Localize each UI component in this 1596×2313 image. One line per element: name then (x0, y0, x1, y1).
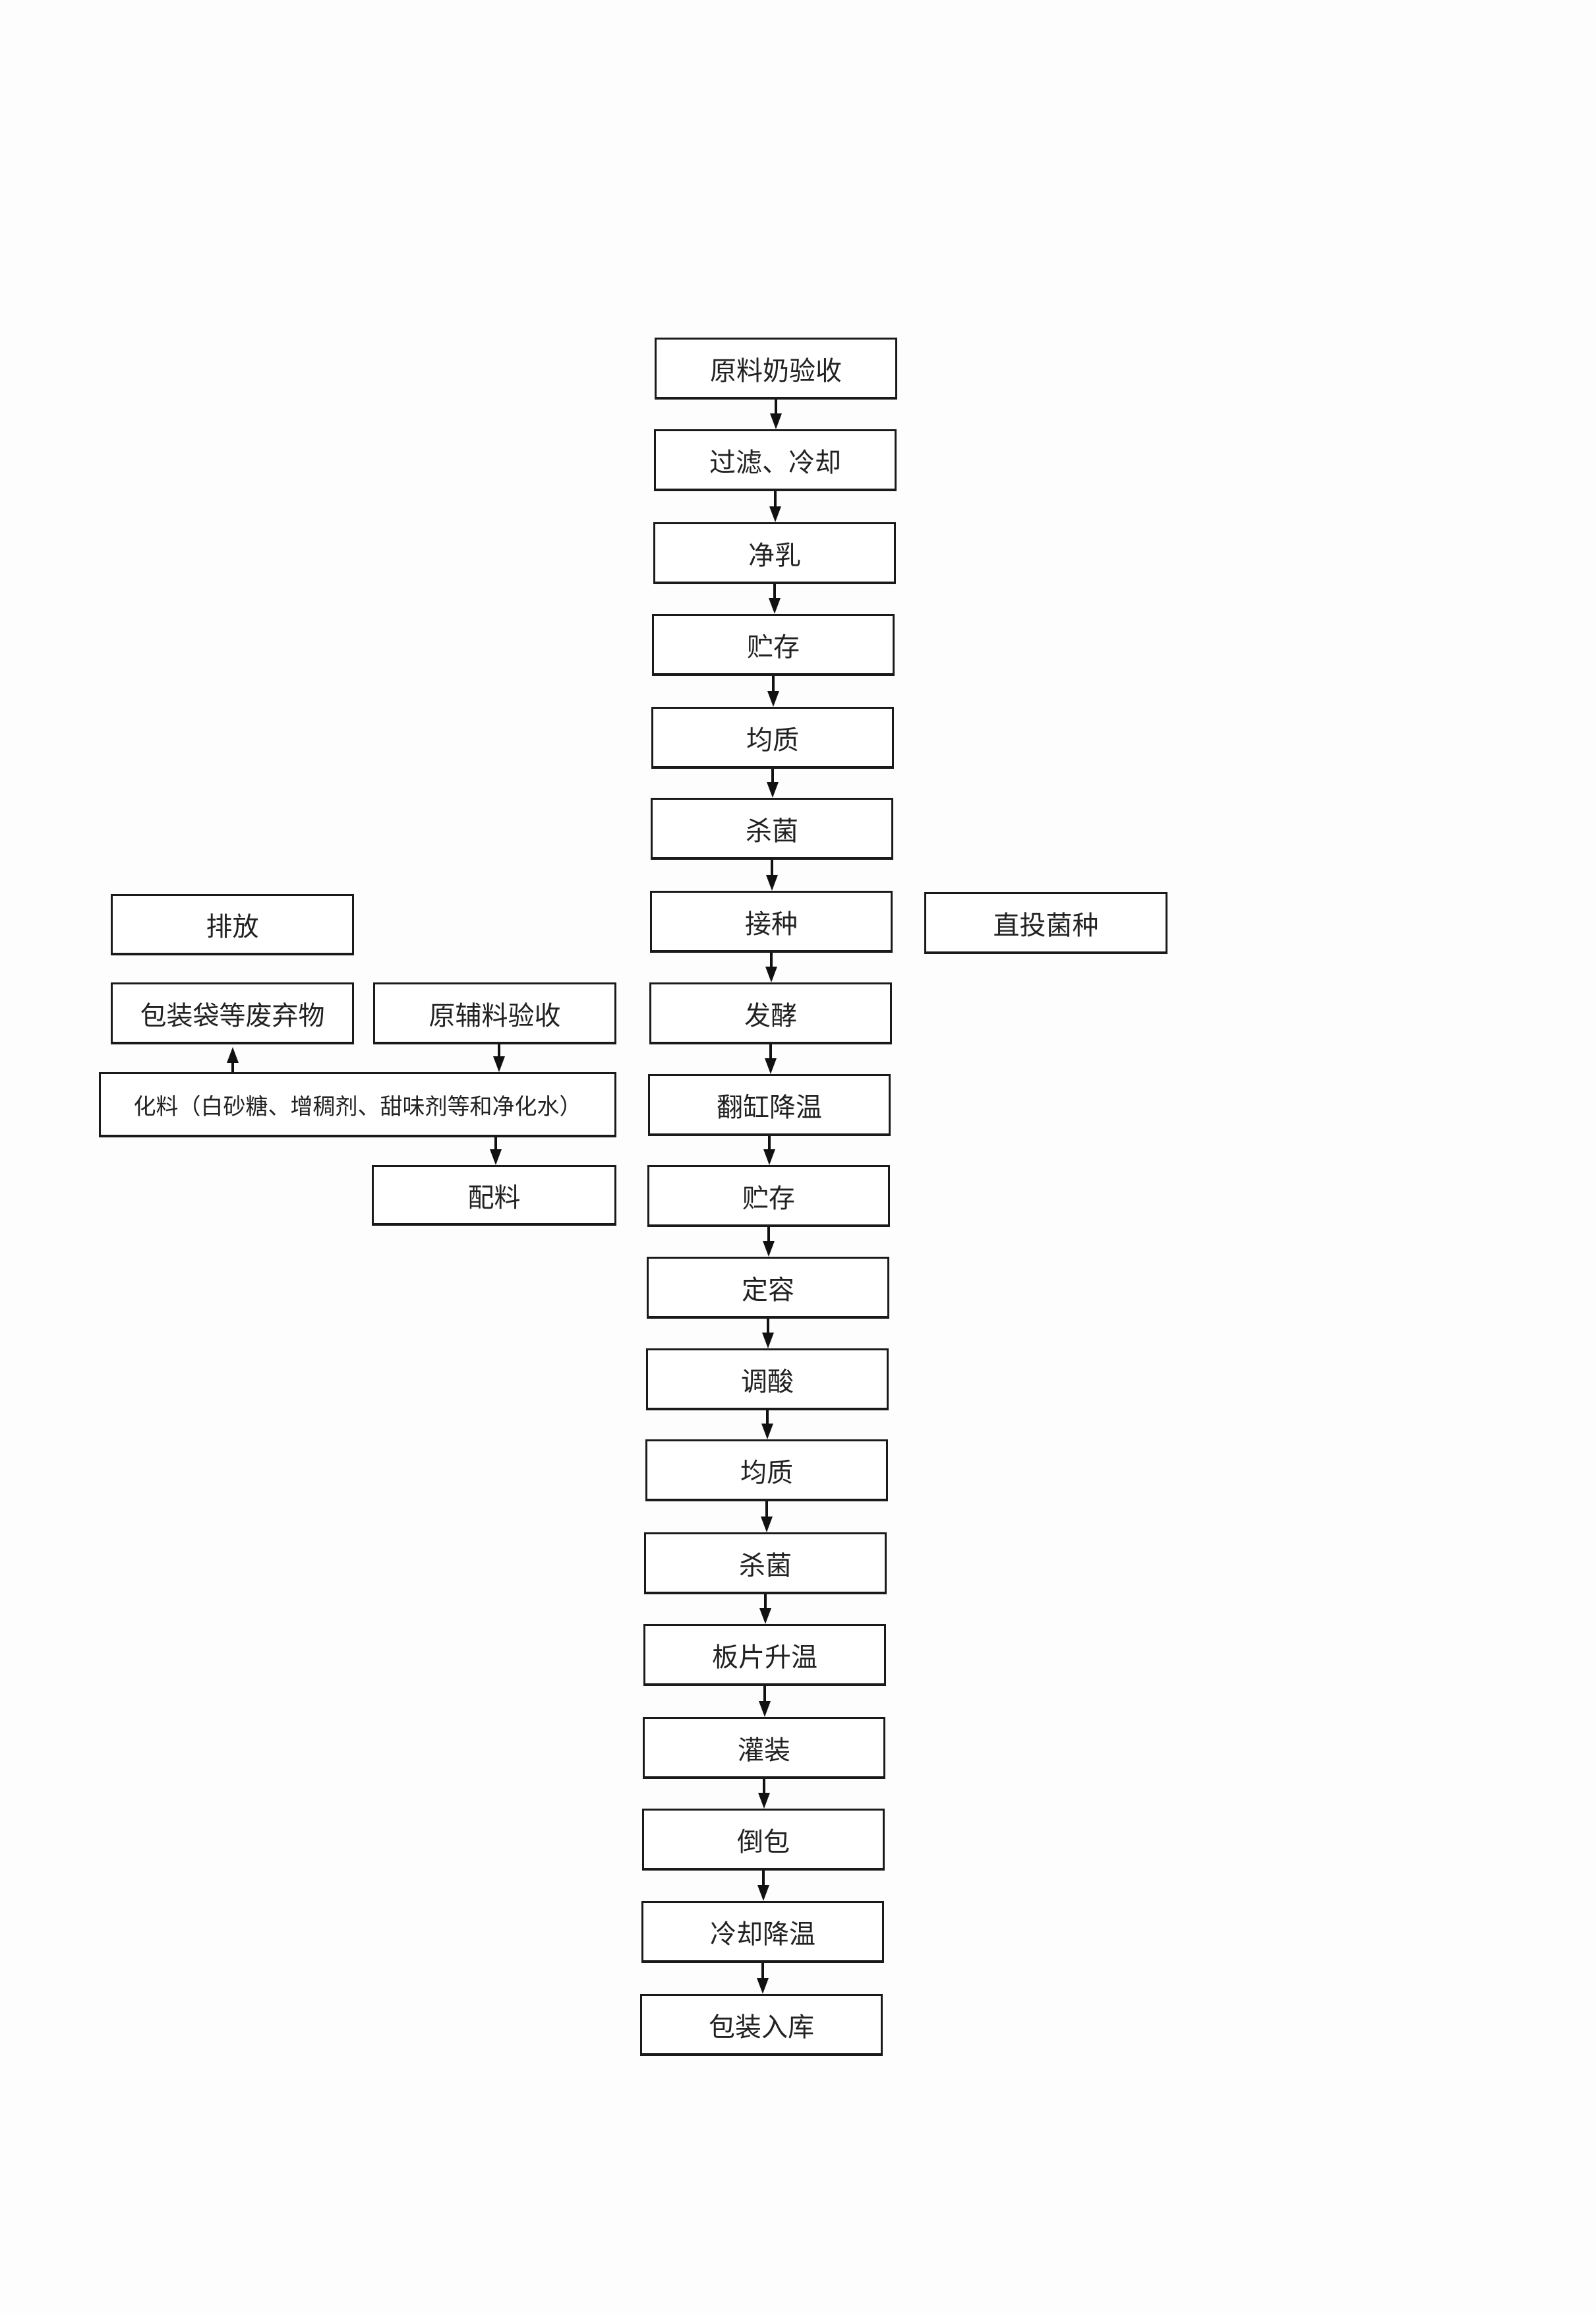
flow-step-box: 贮存 (652, 614, 895, 676)
box-label: 过滤、冷却 (709, 447, 841, 478)
flow-step-box: 板片升温 (643, 1624, 886, 1686)
flow-step-box: 接种 (650, 891, 893, 953)
box-label: 定容 (742, 1275, 794, 1306)
arrow-head (766, 875, 778, 891)
arrow-head (765, 967, 777, 982)
flow-step-box: 冷却降温 (641, 1901, 884, 1963)
box-label: 冷却降温 (710, 1919, 815, 1950)
flow-step-box: 原料奶验收 (655, 338, 897, 400)
arrow-head (769, 506, 781, 522)
box-label: 排放 (206, 912, 259, 942)
box-label: 原辅料验收 (429, 1000, 561, 1031)
box-label: 灌装 (738, 1735, 790, 1766)
arrow-head (763, 1149, 775, 1165)
arrow-head (761, 1517, 773, 1532)
packaging-waste-box: 包装袋等废弃物 (111, 982, 354, 1044)
arrow-head (759, 1608, 771, 1624)
flow-step-box: 倒包 (642, 1809, 885, 1871)
box-label: 调酸 (741, 1366, 794, 1397)
dissolving-box: 化料（白砂糖、增稠剂、甜味剂等和净化水） (99, 1072, 616, 1137)
box-label: 杀菌 (739, 1550, 792, 1581)
raw-aux-acceptance-box: 原辅料验收 (373, 982, 616, 1044)
arrow-head (770, 413, 782, 429)
flow-step-box: 过滤、冷却 (654, 429, 897, 491)
arrow-head (759, 1701, 771, 1717)
arrow-head (769, 598, 781, 614)
box-label: 包装袋等废弃物 (140, 1000, 325, 1031)
arrow-head (765, 1058, 777, 1074)
arrow-head (757, 1978, 769, 1994)
flow-step-box: 翻缸降温 (648, 1074, 891, 1136)
arrow-head (490, 1149, 502, 1165)
flow-step-box: 包装入库 (640, 1994, 883, 2056)
box-label: 均质 (740, 1457, 793, 1488)
flow-step-box: 定容 (647, 1257, 889, 1319)
box-label: 净乳 (748, 540, 801, 571)
direct-culture-box: 直投菌种 (924, 892, 1167, 954)
box-label: 翻缸降温 (717, 1092, 822, 1123)
arrow-head (758, 1793, 770, 1809)
box-label: 杀菌 (746, 816, 798, 847)
box-label: 板片升温 (712, 1642, 817, 1673)
arrow-head (763, 1241, 775, 1257)
box-label: 原料奶验收 (710, 355, 842, 386)
flow-step-box: 贮存 (647, 1165, 890, 1227)
arrow-head (767, 782, 779, 798)
box-label: 贮存 (747, 632, 800, 663)
arrow-head (761, 1424, 773, 1439)
box-label: 倒包 (737, 1826, 790, 1857)
box-label: 化料（白砂糖、增稠剂、甜味剂等和净化水） (133, 1093, 582, 1120)
box-label: 直投菌种 (993, 910, 1099, 941)
arrow-head (757, 1885, 769, 1901)
arrow-head (762, 1333, 774, 1348)
arrow-head (767, 691, 779, 707)
box-label: 配料 (467, 1182, 521, 1213)
box-label: 均质 (746, 725, 799, 756)
flow-step-box: 均质 (651, 707, 894, 769)
box-label: 发酵 (744, 1000, 797, 1031)
arrow-head (227, 1047, 239, 1063)
arrow-head (493, 1056, 505, 1072)
flow-step-box: 净乳 (653, 522, 896, 584)
flow-step-box: 调酸 (646, 1348, 889, 1410)
batching-box: 配料 (372, 1165, 616, 1226)
box-label: 贮存 (742, 1183, 795, 1214)
flow-step-box: 杀菌 (644, 1532, 887, 1594)
flow-step-box: 杀菌 (651, 798, 893, 860)
discharge-box: 排放 (111, 894, 354, 955)
flow-step-box: 发酵 (649, 982, 892, 1044)
box-label: 包装入库 (709, 2012, 814, 2043)
box-label: 接种 (745, 909, 798, 940)
flow-step-box: 灌装 (643, 1717, 885, 1779)
flow-step-box: 均质 (645, 1439, 888, 1501)
